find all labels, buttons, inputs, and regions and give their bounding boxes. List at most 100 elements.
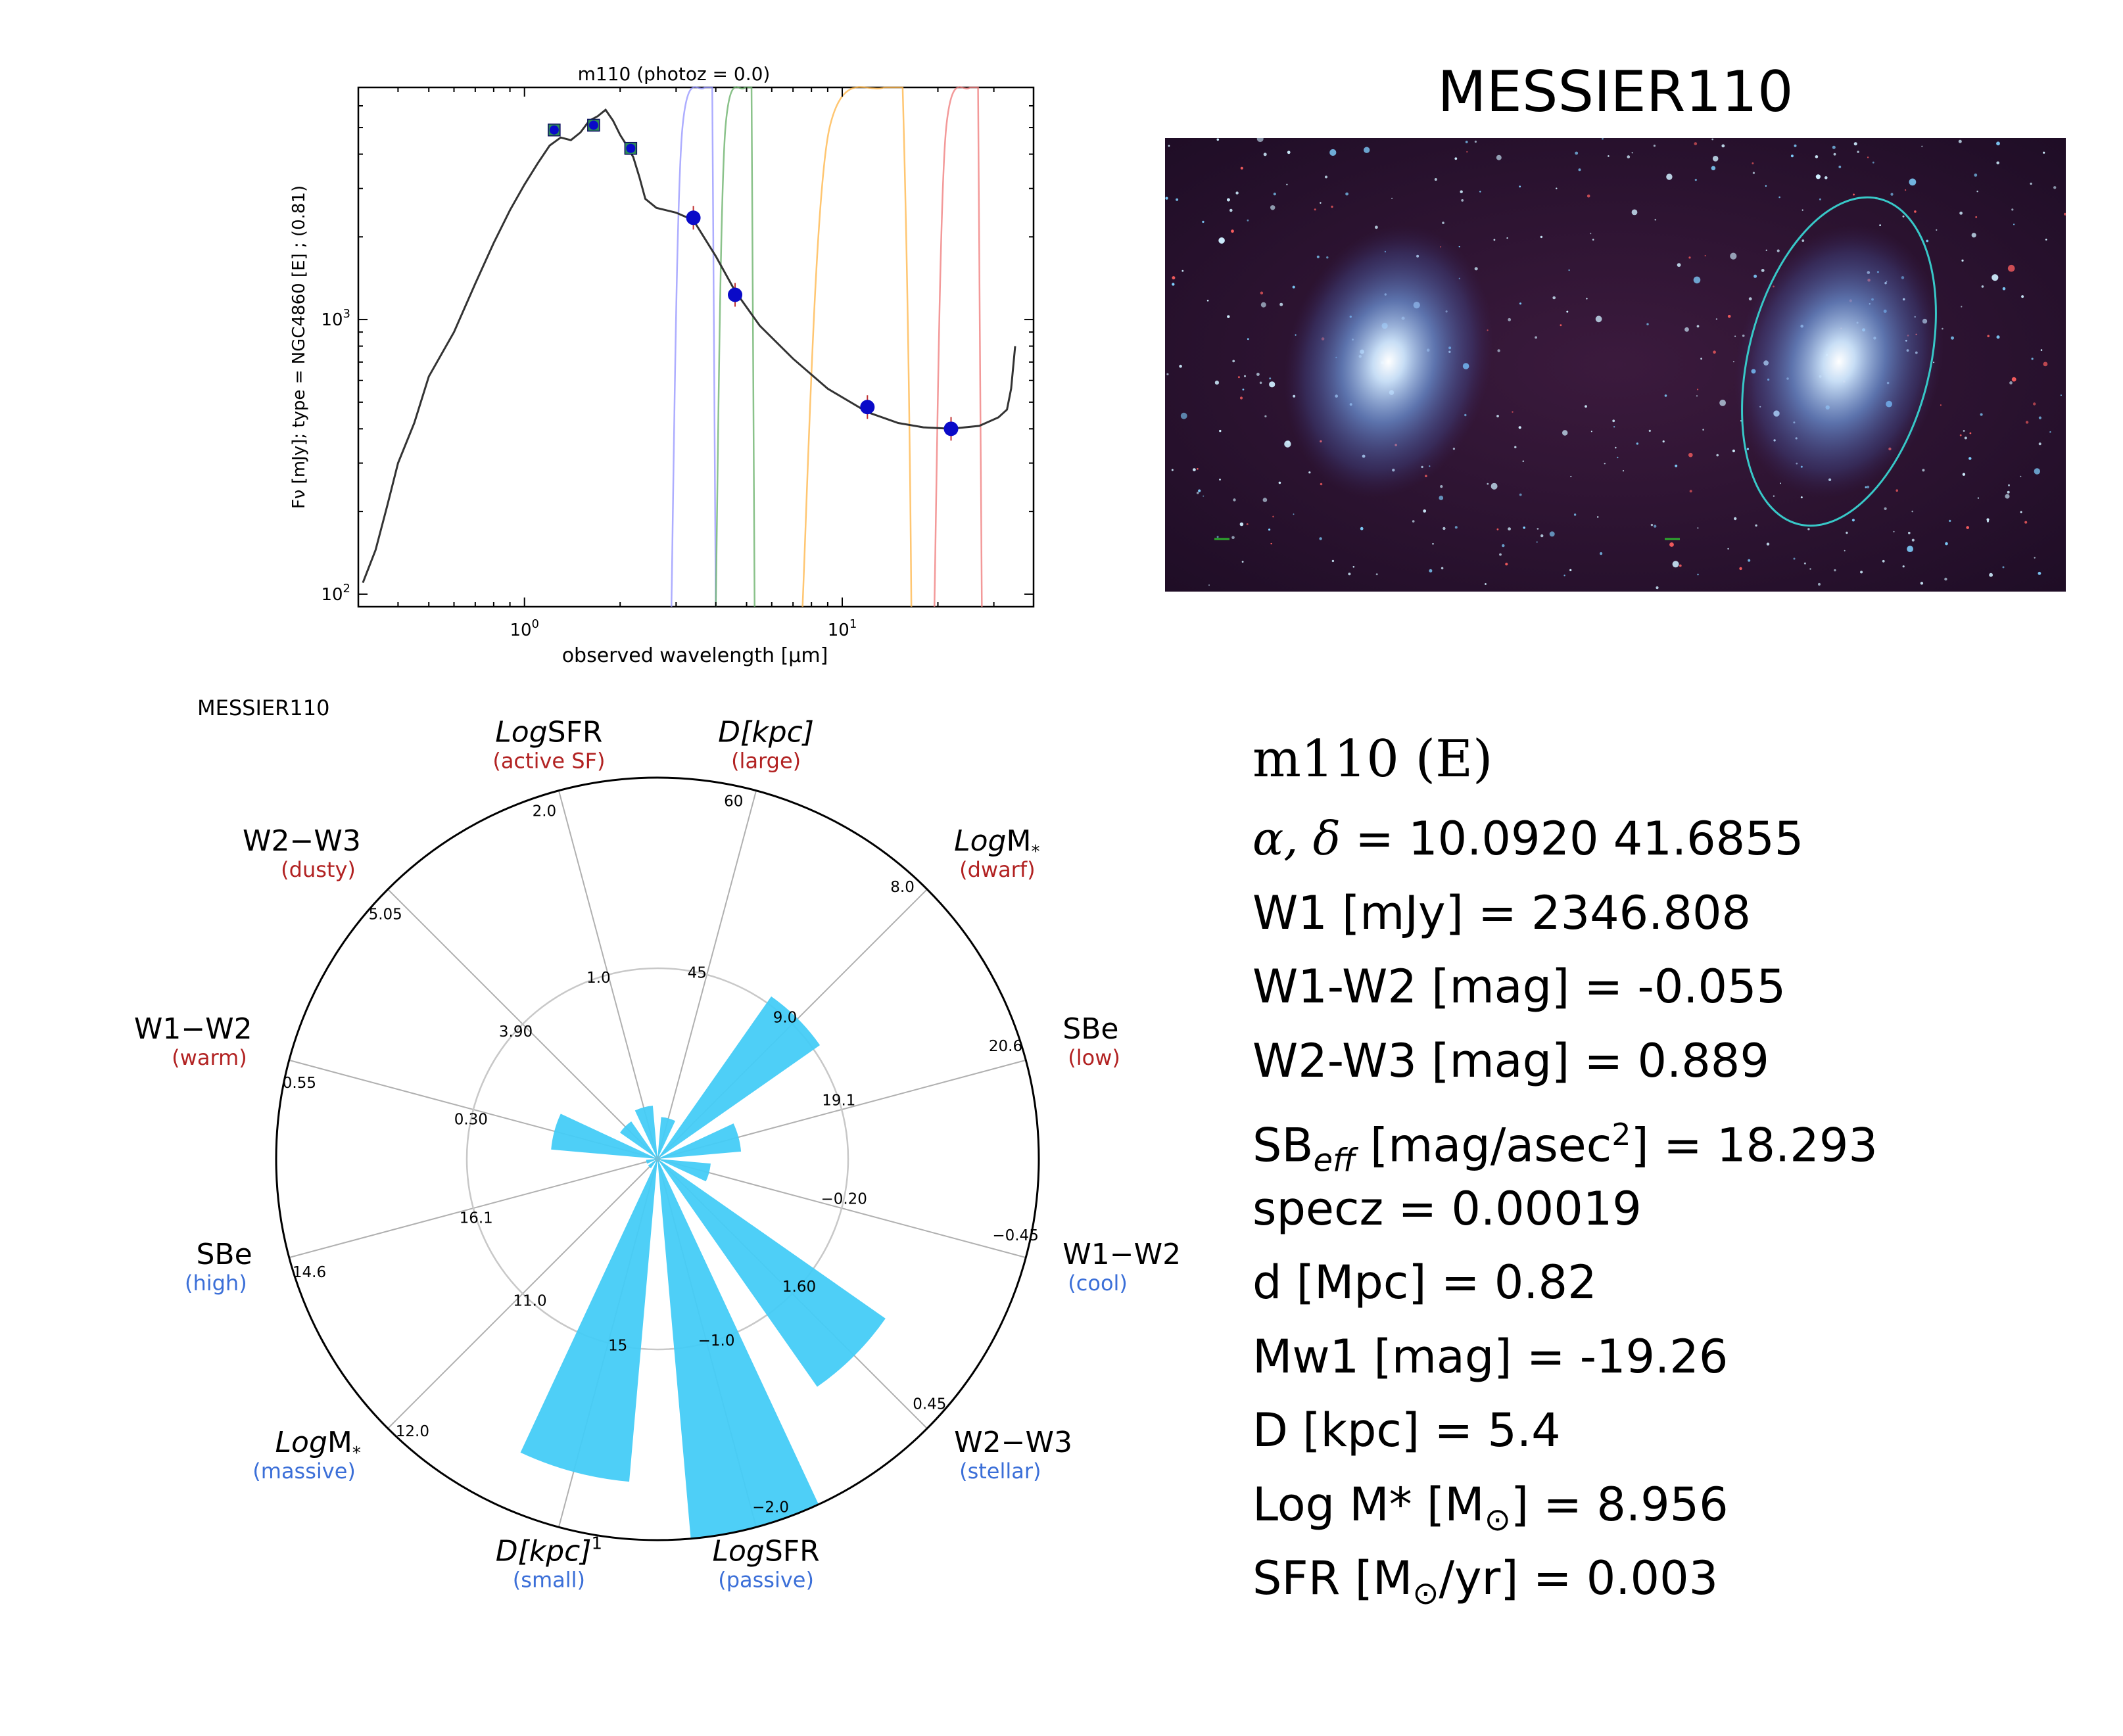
star [1719,400,1726,406]
star [1432,543,1434,545]
star [1549,531,1555,537]
star [1233,498,1236,502]
star [1586,194,1590,198]
radar-bar [657,1159,819,1539]
star [1989,573,1993,577]
star [1552,296,1556,300]
star [2043,151,2045,154]
radar-axis-note: (passive) [718,1567,814,1592]
star [1329,149,1337,156]
star [1815,174,1821,179]
radar-tick: 0.45 [913,1396,946,1413]
sb-unit: [mag/asec [1355,1118,1612,1173]
star [1926,239,1929,243]
star [1232,360,1235,363]
star [2007,490,2010,494]
star [1270,205,1276,210]
radar-axis-label: SBe [197,1238,252,1271]
star [1375,573,1378,576]
star [1914,210,1917,213]
star [1631,152,1633,154]
star [1684,327,1689,332]
star [1911,510,1913,513]
radar-axis-label: W1−W2 [1062,1238,1181,1271]
star [1308,471,1311,474]
star [1247,219,1249,222]
radar-axis-note: (stellar) [959,1459,1041,1484]
star [1260,302,1266,308]
star [1773,495,1775,497]
star [1600,552,1603,555]
star [1902,215,1905,218]
radar-axis-note: (low) [1068,1045,1120,1070]
star [2053,186,2057,189]
radar-inner-ring [465,967,849,1351]
star [1364,147,1370,153]
star [1959,434,1962,436]
star [1975,216,1978,218]
star [1514,446,1517,448]
star [1423,509,1427,513]
radar-tick: 20.6 [989,1038,1022,1055]
star [1522,460,1525,462]
star [1981,285,1984,288]
star [1730,252,1737,260]
radar-bar [551,1114,657,1159]
star [1466,151,1468,153]
star [1461,199,1464,202]
sed-ytick-label: 103 [321,307,350,330]
star [1949,519,1951,523]
star [2007,264,2015,272]
star [1922,469,1925,472]
star [1216,138,1220,141]
star [1905,189,1907,191]
radar-bars [520,996,886,1539]
star [1269,377,1272,380]
star [1669,542,1674,547]
radar-object-name: MESSIER110 [197,695,329,720]
radar-axis-note: (active SF) [492,749,605,774]
star [1496,528,1499,530]
star [1218,237,1225,244]
star [1176,198,1179,201]
star [1844,550,1846,551]
star [1168,145,1170,147]
star [1203,495,1205,497]
star [1239,396,1243,400]
star [1208,584,1210,586]
dkpc-line: D [kpc] = 5.4 [1252,1403,1561,1457]
star [1697,388,1699,390]
star [1631,209,1638,216]
star [1540,534,1544,538]
star [1590,431,1592,433]
coords-value: = 10.0920 41.6855 [1355,812,1804,866]
star [1239,522,1244,527]
star [1617,456,1619,459]
sb-prefix: SB [1252,1118,1314,1173]
star [1519,302,1522,305]
star [1778,196,1780,199]
star [1977,497,1980,499]
star [1502,544,1505,548]
star [1231,536,1235,540]
radar-bar [620,1121,657,1159]
radar-tick: −0.20 [821,1190,867,1208]
star [2049,431,2051,433]
radar-axis-label: D[kpc] [718,716,814,749]
star [2011,377,2016,382]
radar-tick: 9.0 [773,1010,798,1027]
radar-tick: 3.90 [499,1023,533,1041]
star [1732,361,1734,363]
star [1765,249,1767,251]
star [1794,144,1797,147]
sed-frame [357,86,1035,608]
star [1198,489,1201,492]
star [1809,568,1811,570]
star [1675,464,1678,467]
radar-axis-label: LogSFR [495,716,602,749]
star [1442,222,1444,224]
star [1474,140,1477,143]
radar-axis-label: W1−W2 [134,1012,252,1046]
sed-xtick-label: 101 [828,617,857,640]
star [2020,511,2022,513]
